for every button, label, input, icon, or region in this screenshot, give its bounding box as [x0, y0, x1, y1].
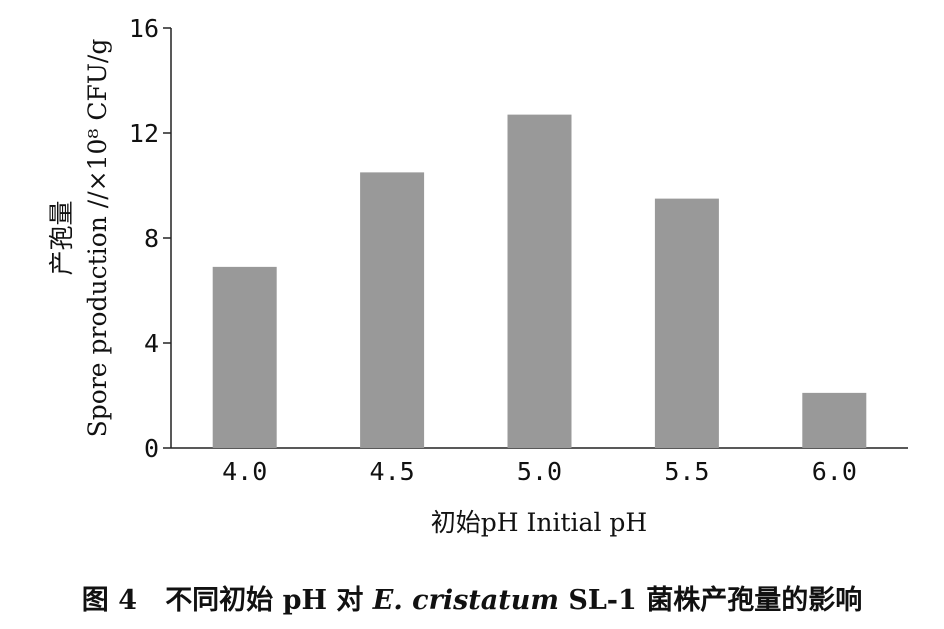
y-ticks: 0 4 8 12 16 [129, 14, 171, 463]
figure-caption: 图 4 不同初始 pH 对 E. cristatum SL-1 菌株产孢量的影响 [0, 578, 944, 617]
caption-text-after: SL-1 菌株产孢量的影响 [558, 585, 863, 616]
y-tick-label: 0 [144, 434, 159, 463]
x-tick-label: 5.5 [664, 457, 709, 486]
x-tick-label: 4.0 [222, 457, 267, 486]
bar-chart: 0 4 8 12 16 4.0 4.5 5.0 5.5 6.0 产孢量 Spore produc… [47, 14, 908, 537]
y-tick-label: 8 [144, 224, 159, 253]
bar-6.0 [802, 392, 867, 448]
y-tick-label: 4 [144, 329, 159, 358]
bar-4.0 [212, 266, 277, 448]
x-tick-label: 4.5 [370, 457, 415, 486]
x-tick-label: 6.0 [812, 457, 857, 486]
bar-4.5 [360, 172, 425, 448]
bar-5.5 [654, 198, 719, 448]
x-tick-label: 5.0 [517, 457, 562, 486]
y-tick-label: 16 [129, 14, 159, 43]
y-axis-title: 产孢量 Spore production //×10⁸ CFU/g [47, 39, 112, 438]
caption-figure-number: 图 4 [81, 585, 137, 616]
x-ticks: 4.0 4.5 5.0 5.5 6.0 [222, 457, 857, 486]
y-tick-label: 12 [129, 119, 159, 148]
bar-5.0 [507, 114, 572, 448]
caption-text-before: 不同初始 pH 对 [165, 585, 373, 616]
y-axis-title-en: Spore production //×10⁸ CFU/g [83, 39, 112, 438]
x-axis-title: 初始pH Initial pH [431, 508, 647, 537]
bars [212, 114, 867, 448]
caption-species: E. cristatum [372, 585, 559, 616]
y-axis-title-zh: 产孢量 [47, 200, 76, 275]
